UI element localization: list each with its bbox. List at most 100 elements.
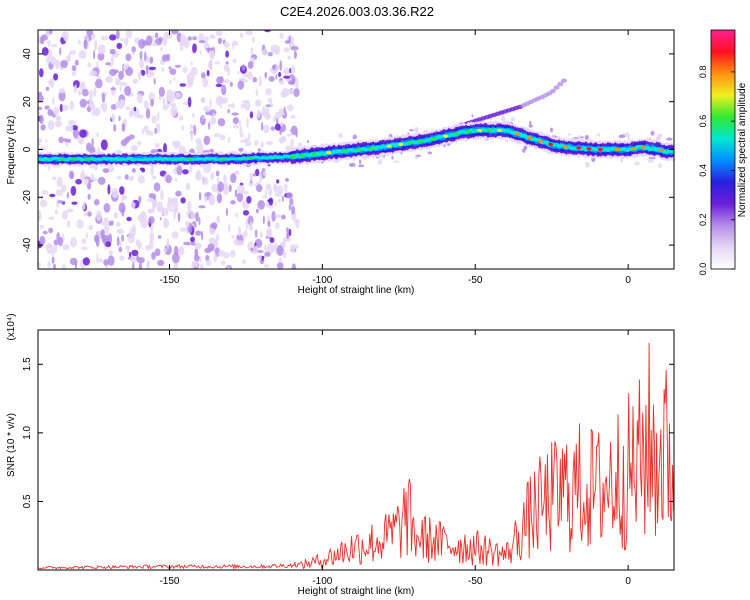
heatmap-noise-cell (58, 236, 63, 247)
heatmap-noise-cell (50, 56, 57, 65)
heatmap-noise-cell (126, 216, 132, 222)
heatmap-noise-cell (285, 145, 293, 152)
heatmap-noise-cell (172, 252, 180, 264)
heatmap-noise-cell (246, 196, 252, 204)
heatmap-noise-cell (83, 212, 88, 217)
snr-y-multiplier: (x10⁴) (6, 313, 17, 340)
heatmap-noise-cell (281, 135, 287, 143)
heatmap-noise-cell (79, 82, 84, 90)
heatmap-noise-cell (414, 156, 419, 160)
heatmap-noise-cell (113, 212, 119, 219)
heatmap-noise-cell (182, 169, 189, 175)
heatmap-noise-cell (159, 217, 162, 221)
heatmap-noise-cell (174, 64, 181, 68)
heatmap-noise-cell (276, 185, 284, 194)
heatmap-noise-cell (391, 155, 394, 160)
heatmap-noise-cell (260, 121, 264, 131)
heatmap-noise-cell (225, 61, 229, 65)
heatmap-noise-cell (195, 138, 202, 145)
heatmap-noise-cell (105, 75, 113, 84)
heatmap-noise-cell (666, 137, 673, 141)
heatmap-noise-cell (49, 78, 55, 89)
heatmap-noise-cell (169, 102, 177, 107)
heatmap-noise-cell (199, 50, 202, 56)
heatmap-noise-cell (202, 115, 206, 119)
heatmap-noise-cell (53, 106, 59, 116)
heatmap-noise-cell (48, 216, 55, 220)
heatmap-noise-cell (145, 244, 150, 251)
heatmap-noise-cell (250, 221, 253, 230)
heatmap-noise-cell (414, 126, 419, 133)
heatmap-noise-cell (68, 170, 75, 179)
heatmap-noise-cell (250, 46, 254, 55)
heatmap-noise-cell (70, 123, 74, 133)
heatmap-noise-cell (276, 245, 284, 257)
heatmap-noise-cell (254, 229, 258, 238)
heatmap-noise-cell (147, 198, 155, 203)
heatmap-noise-cell (137, 141, 142, 146)
heatmap-noise-cell (269, 237, 275, 244)
heatmap-peak-cell (486, 128, 492, 132)
heatmap-noise-cell (190, 212, 195, 220)
heatmap-noise-cell (53, 239, 60, 246)
heatmap-noise-cell (94, 234, 100, 243)
heatmap-noise-cell (182, 66, 188, 74)
heatmap-noise-cell (264, 251, 271, 257)
heatmap-noise-cell (132, 224, 136, 235)
heatmap-noise-cell (529, 120, 532, 126)
heatmap-noise-cell (596, 133, 601, 137)
heatmap-noise-cell (116, 175, 122, 180)
heatmap-noise-cell (207, 61, 213, 69)
heatmap-noise-cell (232, 42, 235, 50)
heatmap-noise-cell (216, 233, 219, 243)
heatmap-noise-cell (145, 129, 152, 136)
heatmap-noise-cell (151, 115, 157, 124)
heatmap-noise-cell (277, 198, 281, 203)
heatmap-noise-cell (118, 70, 124, 80)
heatmap-noise-cell (274, 214, 282, 218)
heatmap-noise-cell (102, 168, 110, 174)
heatmap-peak-cell (290, 155, 296, 159)
spectrogram-heatmap (38, 30, 674, 269)
heatmap-noise-cell (297, 142, 302, 147)
heatmap-noise-cell (58, 91, 66, 102)
heatmap-noise-cell (120, 139, 128, 147)
heatmap-noise-cell (167, 197, 172, 203)
heatmap-noise-cell (120, 197, 124, 202)
snr-series-line (37, 342, 675, 570)
heatmap-noise-cell (111, 187, 119, 199)
heatmap-noise-cell (248, 181, 254, 187)
heatmap-noise-cell (276, 118, 279, 126)
heatmap-noise-cell (87, 193, 91, 200)
heatmap-noise-cell (202, 77, 209, 88)
heatmap-noise-cell (94, 199, 100, 206)
heatmap-noise-cell (264, 71, 268, 79)
heatmap-noise-cell (38, 111, 41, 117)
heatmap-noise-cell (286, 88, 295, 95)
heatmap-noise-cell (215, 83, 223, 88)
heatmap-noise-cell (153, 77, 156, 85)
heatmap-noise-cell (179, 83, 187, 87)
heatmap-noise-cell (198, 40, 206, 44)
heatmap-noise-cell (187, 36, 192, 41)
heatmap-noise-cell (216, 76, 223, 85)
heatmap-noise-cell (56, 198, 59, 209)
heatmap-noise-cell (79, 98, 88, 108)
heatmap-peak-cell (247, 156, 253, 160)
spectrogram-x-tick-label: -150 (159, 275, 179, 286)
heatmap-noise-cell (163, 248, 167, 253)
heatmap-noise-cell (124, 174, 129, 180)
heatmap-noise-cell (212, 113, 216, 118)
heatmap-noise-cell (118, 115, 121, 122)
heatmap-noise-cell (260, 231, 263, 239)
heatmap-noise-cell (195, 211, 199, 222)
heatmap-noise-cell (179, 45, 184, 51)
heatmap-noise-cell (263, 264, 270, 268)
heatmap-noise-cell (129, 175, 135, 181)
heatmap-noise-cell (97, 44, 106, 55)
spectrogram-x-axis-label: Height of straight line (km) (298, 285, 415, 296)
heatmap-peak-cell (563, 145, 568, 149)
heatmap-noise-cell (131, 249, 139, 257)
heatmap-noise-cell (269, 67, 273, 72)
heatmap-noise-cell (216, 193, 223, 204)
